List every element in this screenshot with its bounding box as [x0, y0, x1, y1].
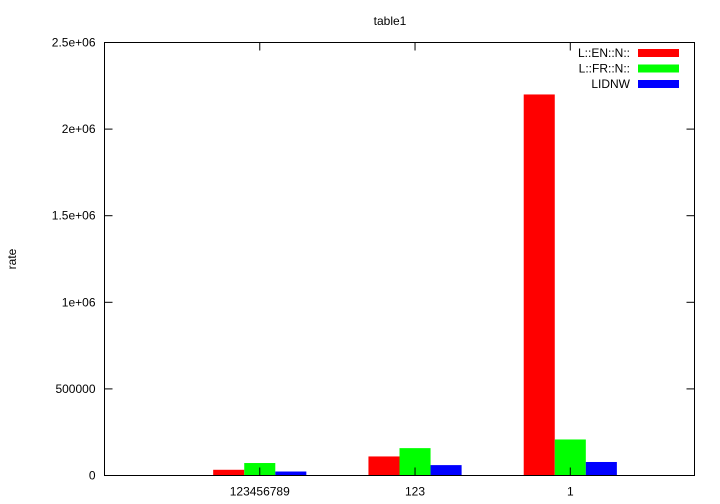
bar — [275, 471, 307, 476]
bar — [430, 465, 462, 476]
bar — [368, 456, 400, 476]
y-tick-label: 500000 — [55, 382, 95, 396]
x-tick-label: 123456789 — [230, 485, 290, 499]
y-tick-label: 2e+06 — [62, 122, 96, 136]
x-tick-label: 1 — [567, 485, 574, 499]
axis-ticks: 0 500000 1e+06 1.5e+06 2e+06 2.5e+06 123456789… — [52, 36, 695, 499]
y-tick-label: 0 — [89, 469, 96, 483]
legend: L::EN::N::L::FR::N::LIDNW — [578, 46, 679, 91]
legend-swatch — [638, 80, 679, 88]
bar — [213, 469, 245, 476]
legend-swatch — [638, 64, 679, 73]
legend-label: L::FR::N:: — [579, 62, 630, 76]
bars-group — [213, 94, 617, 476]
bar — [523, 94, 555, 476]
x-tick-label: 123 — [405, 485, 425, 499]
chart-title: table1 — [374, 14, 407, 28]
bar — [585, 461, 617, 476]
legend-swatch — [638, 49, 679, 57]
y-tick-label: 1e+06 — [62, 295, 96, 309]
legend-label: LIDNW — [591, 77, 630, 91]
y-axis-label: rate — [5, 248, 19, 269]
plot-frame — [104, 42, 695, 476]
legend-label: L::EN::N:: — [578, 46, 630, 60]
y-tick-label: 2.5e+06 — [52, 36, 96, 50]
y-tick-label: 1.5e+06 — [52, 209, 96, 223]
